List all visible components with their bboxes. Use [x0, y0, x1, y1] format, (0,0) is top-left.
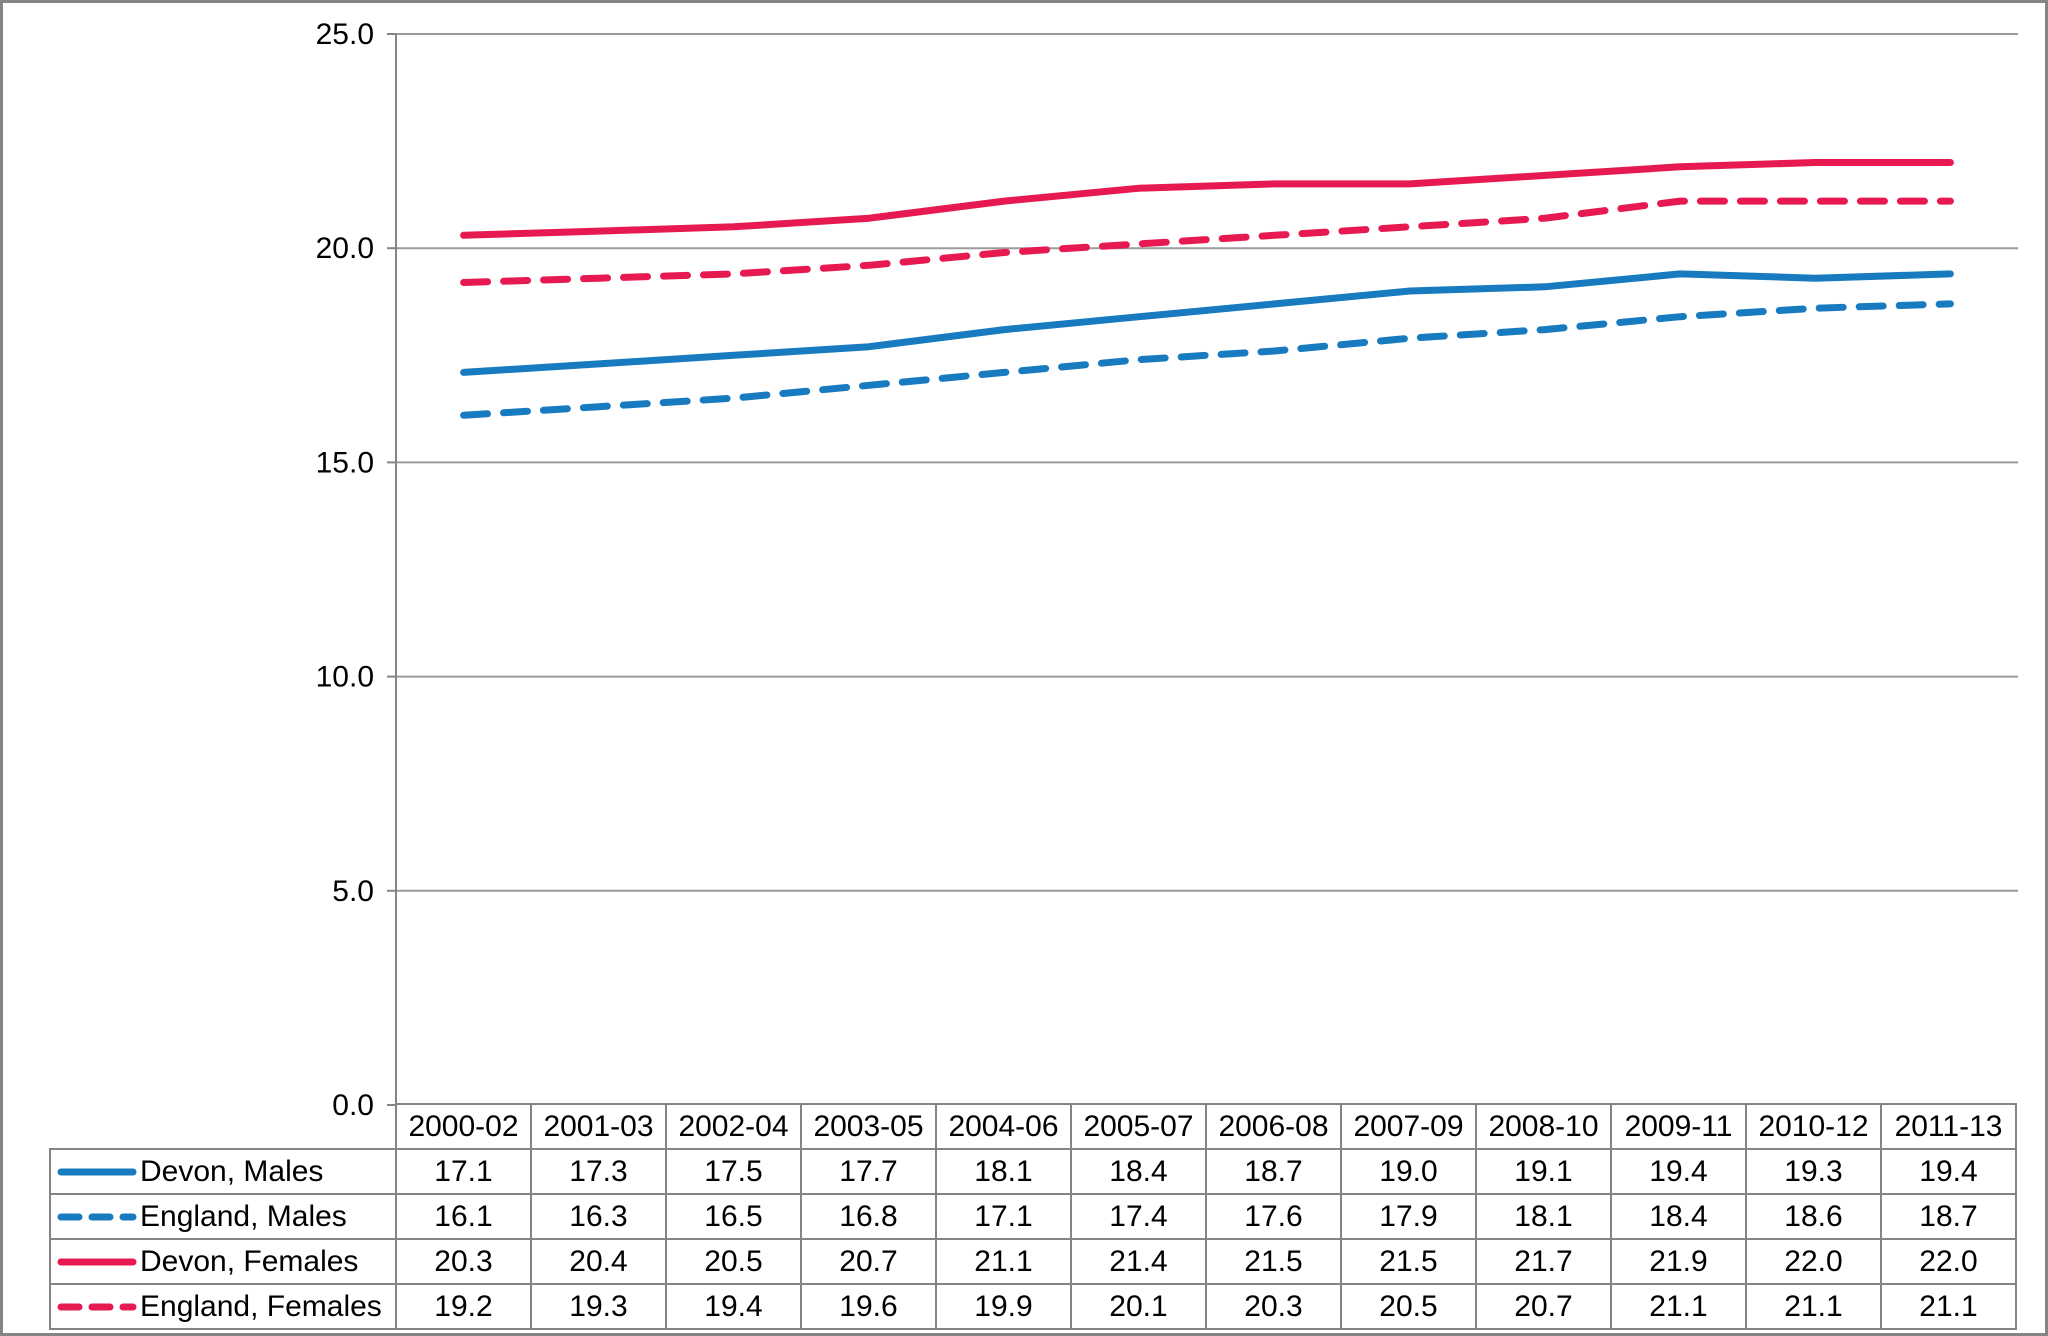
value-cell: 21.9: [1610, 1238, 1747, 1285]
x-category-header: 2003-05: [800, 1103, 937, 1150]
legend-key: England, Females: [52, 1289, 394, 1324]
chart-data-table: 2000-02 2001-03 2002-04 2003-05 2004-06 2005-…: [49, 1103, 2017, 1330]
y-tick-label: 0.0: [332, 1089, 374, 1122]
legend-key: Devon, Males: [52, 1154, 394, 1189]
series-line-devon-males: [460, 270, 1954, 376]
x-category-header: 2008-10: [1475, 1103, 1612, 1150]
table-row: Devon, Females 20.3 20.4 20.5 20.7 21.1 21.4 21…: [49, 1238, 2017, 1285]
value-cell: 20.5: [1340, 1283, 1477, 1330]
y-tick-label: 20.0: [316, 232, 374, 265]
x-category-header: 2002-04: [665, 1103, 802, 1150]
table-corner-cell: [50, 1104, 396, 1149]
legend-key: Devon, Females: [52, 1244, 394, 1279]
legend-cell: England, Males: [49, 1193, 397, 1240]
y-tick-label: 15.0: [316, 446, 374, 479]
table-header-row: 2000-02 2001-03 2002-04 2003-05 2004-06 2005-…: [50, 1103, 2017, 1150]
value-cell: 21.7: [1475, 1238, 1612, 1285]
line-chart-svg: 0.0 5.0 10.0 15.0 20.0 25.0: [316, 18, 2018, 1122]
value-cell: 20.7: [800, 1238, 937, 1285]
value-cell: 21.5: [1340, 1238, 1477, 1285]
legend-label: England, Females: [140, 1289, 382, 1323]
value-cell: 18.7: [1880, 1193, 2017, 1240]
value-cell: 18.1: [1475, 1193, 1612, 1240]
value-cell: 17.6: [1205, 1193, 1342, 1240]
value-cell: 16.3: [530, 1193, 667, 1240]
value-cell: 16.5: [665, 1193, 802, 1240]
x-category-header: 2005-07: [1070, 1103, 1207, 1150]
table-row: England, Males 16.1 16.3 16.5 16.8 17.1 17.4 17…: [49, 1193, 2017, 1240]
legend-line-swatch-icon: [57, 1168, 137, 1175]
x-category-header: 2010-12: [1745, 1103, 1882, 1150]
value-cell: 21.1: [935, 1238, 1072, 1285]
value-cell: 21.1: [1880, 1283, 2017, 1330]
x-category-header: 2001-03: [530, 1103, 667, 1150]
x-category-header: 2000-02: [395, 1103, 532, 1150]
legend-cell: Devon, Males: [49, 1148, 397, 1195]
value-cell: 19.3: [1745, 1148, 1882, 1195]
legend-key: England, Males: [52, 1199, 394, 1234]
value-cell: 16.8: [800, 1193, 937, 1240]
value-cell: 18.7: [1205, 1148, 1342, 1195]
value-cell: 19.4: [1880, 1148, 2017, 1195]
legend-label: Devon, Females: [140, 1244, 359, 1278]
legend-cell: England, Females: [49, 1283, 397, 1330]
legend-line-swatch-icon: [57, 1258, 137, 1265]
value-cell: 19.2: [395, 1283, 532, 1330]
x-category-header: 2004-06: [935, 1103, 1072, 1150]
x-category-header: 2007-09: [1340, 1103, 1477, 1150]
x-category-header: 2011-13: [1880, 1103, 2017, 1150]
value-cell: 19.0: [1340, 1148, 1477, 1195]
value-cell: 21.5: [1205, 1238, 1342, 1285]
value-cell: 19.4: [665, 1283, 802, 1330]
legend-label: England, Males: [140, 1199, 347, 1233]
y-tick-label: 25.0: [316, 18, 374, 51]
x-category-header: 2009-11: [1610, 1103, 1747, 1150]
x-category-header: 2006-08: [1205, 1103, 1342, 1150]
value-cell: 20.4: [530, 1238, 667, 1285]
legend-label: Devon, Males: [140, 1154, 324, 1188]
series-line-england-females: [460, 197, 1954, 286]
value-cell: 18.1: [935, 1148, 1072, 1195]
value-cell: 20.3: [395, 1238, 532, 1285]
value-cell: 22.0: [1880, 1238, 2017, 1285]
value-cell: 17.9: [1340, 1193, 1477, 1240]
value-cell: 17.5: [665, 1148, 802, 1195]
value-cell: 18.4: [1610, 1193, 1747, 1240]
chart-data-table-grid: 2000-02 2001-03 2002-04 2003-05 2004-06 2005-…: [49, 1103, 2017, 1330]
value-cell: 16.1: [395, 1193, 532, 1240]
value-cell: 21.1: [1610, 1283, 1747, 1330]
value-cell: 20.5: [665, 1238, 802, 1285]
table-row: England, Females 19.2 19.3 19.4 19.6 19.9 20.1…: [49, 1283, 2017, 1330]
y-tick-label: 5.0: [332, 875, 374, 908]
value-cell: 20.7: [1475, 1283, 1612, 1330]
value-cell: 22.0: [1745, 1238, 1882, 1285]
value-cell: 21.1: [1745, 1283, 1882, 1330]
value-cell: 17.1: [395, 1148, 532, 1195]
value-cell: 17.1: [935, 1193, 1072, 1240]
series-line-england-males: [460, 300, 1954, 419]
value-cell: 19.1: [1475, 1148, 1612, 1195]
series-line-devon-females: [460, 159, 1954, 239]
legend-line-swatch-icon: [57, 1303, 137, 1310]
legend-cell: Devon, Females: [49, 1238, 397, 1285]
table-row: Devon, Males 17.1 17.3 17.5 17.7 18.1 18.4 18.7…: [49, 1148, 2017, 1195]
value-cell: 19.4: [1610, 1148, 1747, 1195]
value-cell: 19.3: [530, 1283, 667, 1330]
value-cell: 17.7: [800, 1148, 937, 1195]
value-cell: 18.6: [1745, 1193, 1882, 1240]
value-cell: 18.4: [1070, 1148, 1207, 1195]
value-cell: 20.1: [1070, 1283, 1207, 1330]
legend-line-swatch-icon: [57, 1213, 137, 1220]
value-cell: 17.4: [1070, 1193, 1207, 1240]
value-cell: 19.9: [935, 1283, 1072, 1330]
value-cell: 21.4: [1070, 1238, 1207, 1285]
value-cell: 20.3: [1205, 1283, 1342, 1330]
value-cell: 19.6: [800, 1283, 937, 1330]
y-tick-label: 10.0: [316, 661, 374, 694]
value-cell: 17.3: [530, 1148, 667, 1195]
